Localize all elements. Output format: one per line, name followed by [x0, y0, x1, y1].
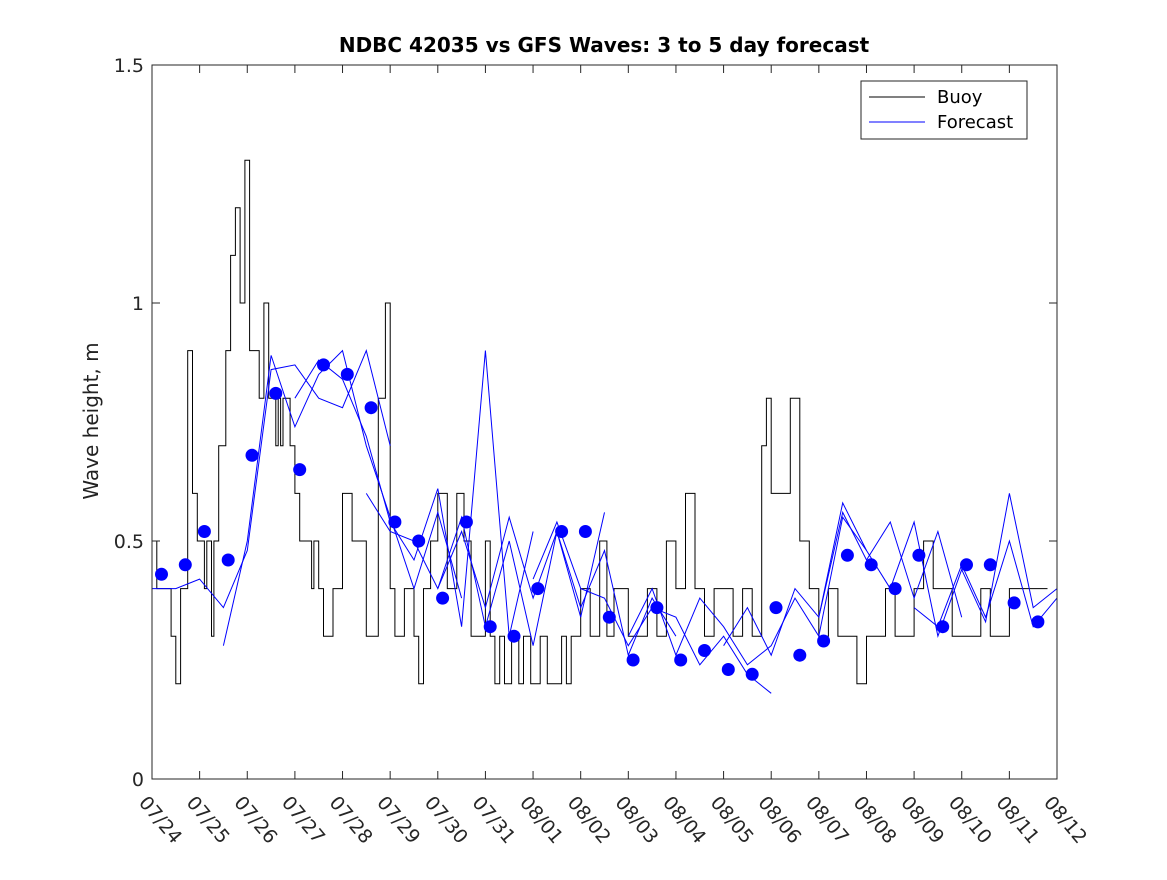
forecast-marker-point [793, 648, 807, 662]
forecast-marker-point [483, 620, 497, 634]
chart-title: NDBC 42035 vs GFS Waves: 3 to 5 day fore… [339, 33, 870, 57]
forecast-marker-point [1007, 596, 1021, 610]
y-tick-label: 1 [132, 293, 144, 315]
forecast-marker-point [578, 525, 592, 538]
y-tick-label: 0 [132, 769, 144, 791]
y-tick-label: 1.5 [114, 55, 144, 77]
forecast-marker-point [769, 601, 783, 615]
forecast-marker-point [436, 591, 450, 605]
forecast-marker-point [936, 620, 950, 634]
forecast-marker-point [745, 667, 759, 681]
forecast-series-line-8 [723, 510, 963, 657]
forecast-series-line-3 [294, 350, 534, 637]
forecast-marker-point [364, 401, 378, 415]
forecast-marker-point [155, 567, 168, 581]
y-axis-label: Wave height, m [79, 342, 103, 499]
legend-box [860, 80, 1028, 140]
forecast-marker-point [245, 448, 259, 462]
forecast-marker-point [412, 534, 426, 548]
forecast-marker-point [817, 634, 831, 648]
legend-label-buoy: Buoy [937, 87, 983, 108]
forecast-marker-point [840, 548, 854, 562]
forecast-marker-point [388, 515, 402, 529]
forecast-marker-point [197, 525, 211, 538]
plot-area [152, 159, 1058, 694]
forecast-marker-point [1031, 615, 1045, 629]
forecast-marker-point [721, 663, 735, 676]
forecast-marker-point [983, 558, 997, 572]
buoy-series-line [152, 159, 1048, 685]
forecast-marker-point [531, 582, 545, 596]
y-tick-label: 0.5 [114, 531, 144, 553]
forecast-marker-point [317, 358, 330, 372]
forecast-marker-point [340, 367, 354, 381]
forecast-marker-point [459, 515, 473, 529]
axes-frame [151, 64, 1058, 780]
forecast-marker-point [888, 582, 902, 596]
forecast-marker-point [178, 558, 192, 572]
forecast-series-line-2 [222, 349, 463, 646]
forecast-marker-point [650, 601, 664, 615]
forecast-marker-point [221, 553, 235, 567]
forecast-marker-point [555, 525, 569, 538]
legend-label-forecast: Forecast [937, 112, 1013, 133]
forecast-marker-point [912, 548, 926, 562]
forecast-series-line-1 [152, 349, 391, 609]
forecast-marker-point [698, 644, 711, 657]
forecast-marker-point [674, 653, 688, 667]
forecast-marker-point [864, 558, 878, 572]
forecast-marker-point [626, 653, 640, 667]
forecast-series-line-9 [818, 493, 1058, 639]
legend: Buoy Forecast [860, 80, 1028, 140]
forecast-marker-point [507, 629, 521, 643]
forecast-series-line-7 [627, 515, 867, 666]
forecast-marker-point [960, 558, 973, 572]
forecast-marker-point [293, 463, 307, 477]
forecast-marker-point [602, 610, 616, 624]
forecast-marker-point [269, 386, 283, 400]
